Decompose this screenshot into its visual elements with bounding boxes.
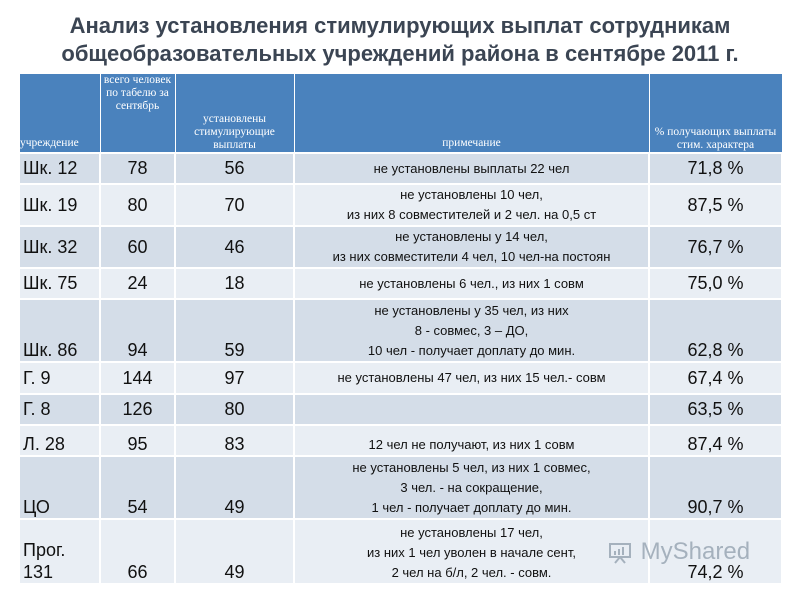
- note-line: 8 - совмес, 3 – ДО,: [414, 323, 529, 338]
- table-row: Г. 9 144 97 не установлены 47 чел, из них 1…: [20, 361, 783, 394]
- note-line: не установлены у 35 чел, из них: [374, 303, 569, 318]
- note-line: не установлены 5 чел, из них 1 совмес,: [352, 460, 591, 475]
- cell-payments-set: 97: [175, 361, 295, 394]
- header-institution: учреждение: [20, 74, 101, 153]
- cell-payments-set: 49: [175, 455, 295, 519]
- cell-institution: Л. 28: [20, 424, 101, 456]
- cell-note: не установлены у 14 чел, из них совместит…: [294, 225, 650, 268]
- cell-note: не установлены выплаты 22 чел: [294, 152, 650, 184]
- cell-note: не установлены 47 чел, из них 15 чел.- с…: [294, 361, 650, 394]
- cell-note: 12 чел не получают, из них 1 совм: [294, 424, 650, 456]
- note-line: 1 чел - получает доплату до мин.: [371, 500, 572, 515]
- cell-institution: Г. 9: [20, 361, 101, 394]
- note-line: не установлены у 14 чел,: [395, 229, 548, 244]
- note-line: не установлены выплаты 22 чел: [373, 160, 570, 176]
- presentation-icon: [608, 542, 632, 564]
- cell-payments-set: 56: [175, 152, 295, 184]
- note-line: 3 чел. - на сокращение,: [400, 480, 543, 495]
- note-line: из них 8 совместителей и 2 чел. на 0,5 с…: [346, 207, 597, 222]
- note-line: из них совместители 4 чел, 10 чел-на пос…: [332, 249, 611, 264]
- cell-percent: 87,5 %: [649, 183, 783, 226]
- table-row: ЦО 54 49 не установлены 5 чел, из них 1 сов…: [20, 455, 783, 519]
- note-line: не установлены 17 чел,: [400, 525, 543, 540]
- cell-percent: 67,4 %: [649, 361, 783, 394]
- cell-payments-set: 46: [175, 225, 295, 268]
- cell-payments-set: 18: [175, 267, 295, 299]
- cell-total-staff: 24: [100, 267, 176, 299]
- cell-note: не установлены 5 чел, из них 1 совмес, 3 …: [294, 455, 650, 519]
- table-header-row: учреждение всего человек по табелю за се…: [20, 74, 783, 153]
- cell-total-staff: 126: [100, 393, 176, 425]
- title-line-2: общеобразовательных учреждений района в …: [61, 41, 739, 66]
- title-line-1: Анализ установления стимулирующих выплат…: [69, 13, 731, 38]
- cell-institution: Шк. 19: [20, 183, 101, 226]
- cell-note: не установлены 6 чел., из них 1 совм: [294, 267, 650, 299]
- cell-institution: ЦО: [20, 455, 101, 519]
- cell-payments-set: 70: [175, 183, 295, 226]
- cell-payments-set: 83: [175, 424, 295, 456]
- table-row: Л. 28 95 83 12 чел не получают, из них 1 со…: [20, 424, 783, 456]
- cell-percent: 76,7 %: [649, 225, 783, 268]
- cell-note: не установлены 10 чел, из них 8 совместит…: [294, 183, 650, 226]
- cell-percent: 63,5 %: [649, 393, 783, 425]
- note-line: не установлены 47 чел, из них 15 чел.- с…: [337, 370, 606, 385]
- cell-institution: Прог. 131: [20, 518, 101, 583]
- cell-total-staff: 54: [100, 455, 176, 519]
- note-line: не установлены 10 чел,: [400, 187, 543, 202]
- cell-institution: Шк. 12: [20, 152, 101, 184]
- cell-institution: Шк. 75: [20, 267, 101, 299]
- header-payments-set: установлены стимулирующие выплаты: [175, 74, 295, 153]
- cell-total-staff: 94: [100, 298, 176, 362]
- header-percent: % получающих выплаты стим. характера: [649, 74, 783, 153]
- cell-payments-set: 59: [175, 298, 295, 362]
- note-line: 12 чел не получают, из них 1 совм: [368, 437, 575, 452]
- cell-institution: Шк. 32: [20, 225, 101, 268]
- cell-percent: 87,4 %: [649, 424, 783, 456]
- table-row: Г. 8 126 80 63,5 %: [20, 393, 783, 425]
- cell-payments-set: 49: [175, 518, 295, 583]
- cell-total-staff: 78: [100, 152, 176, 184]
- cell-institution: Г. 8: [20, 393, 101, 425]
- cell-percent: 71,8 %: [649, 152, 783, 184]
- table-row: Шк. 32 60 46 не установлены у 14 чел, из них…: [20, 225, 783, 268]
- cell-percent: 75,0 %: [649, 267, 783, 299]
- cell-percent: 62,8 %: [649, 298, 783, 362]
- cell-note: [294, 393, 650, 425]
- cell-note: не установлены 17 чел, из них 1 чел уволе…: [294, 518, 650, 583]
- cell-note: не установлены у 35 чел, из них 8 - совме…: [294, 298, 650, 362]
- page-title: Анализ установления стимулирующих выплат…: [0, 12, 800, 68]
- cell-institution: Шк. 86: [20, 298, 101, 362]
- payments-table: учреждение всего человек по табелю за се…: [20, 74, 783, 583]
- note-line: из них 1 чел уволен в начале сент,: [367, 545, 576, 560]
- table-row: Шк. 86 94 59 не установлены у 35 чел, из ни…: [20, 298, 783, 362]
- table-row: Шк. 19 80 70 не установлены 10 чел, из них 8…: [20, 183, 783, 226]
- note-line: 2 чел на б/л, 2 чел. - совм.: [391, 565, 552, 580]
- cell-payments-set: 80: [175, 393, 295, 425]
- watermark: MyShared: [608, 538, 750, 566]
- table-row: Прог. 131 66 49 не установлены 17 чел, из ни…: [20, 518, 783, 583]
- cell-percent: 74,2 %: [649, 518, 783, 583]
- table-row: Шк. 75 24 18 не установлены 6 чел., из них …: [20, 267, 783, 299]
- note-line: 10 чел - получает доплату до мин.: [367, 343, 576, 358]
- table-row: Шк. 12 78 56 не установлены выплаты 22 чел 7…: [20, 152, 783, 184]
- cell-total-staff: 66: [100, 518, 176, 583]
- header-note: примечание: [294, 74, 650, 153]
- cell-total-staff: 60: [100, 225, 176, 268]
- cell-percent: 90,7 %: [649, 455, 783, 519]
- watermark-text: MyShared: [640, 538, 751, 565]
- note-line: не установлены 6 чел., из них 1 совм: [359, 275, 584, 291]
- cell-total-staff: 80: [100, 183, 176, 226]
- cell-total-staff: 95: [100, 424, 176, 456]
- cell-total-staff: 144: [100, 361, 176, 394]
- header-total-staff: всего человек по табелю за сентябрь: [100, 74, 176, 153]
